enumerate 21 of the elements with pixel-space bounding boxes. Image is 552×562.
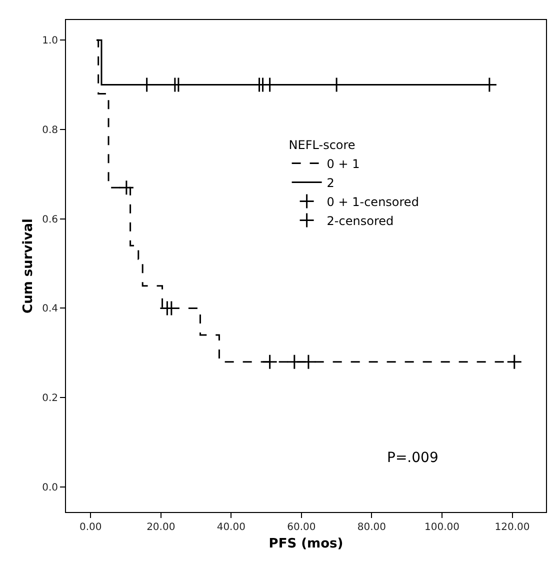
legend-label: 0 + 1 xyxy=(326,156,360,171)
y-tick-label: 0.4 xyxy=(42,304,58,315)
x-tick-label: 20.00 xyxy=(146,522,176,533)
y-axis-title: Cum survival xyxy=(21,218,36,314)
legend-label: 2 xyxy=(326,176,334,190)
x-tick-label: 100.00 xyxy=(424,522,460,533)
y-tick-label: 1.0 xyxy=(42,36,58,47)
y-tick-label: 0.6 xyxy=(42,214,58,226)
x-tick-label: 40.00 xyxy=(216,522,246,533)
legend-title: NEFL-score xyxy=(288,138,356,152)
x-tick-label: 0.00 xyxy=(79,522,102,533)
x-axis-title: PFS (mos) xyxy=(268,536,344,552)
x-tick-label: 120.00 xyxy=(494,522,530,533)
x-tick-label: 60.00 xyxy=(287,522,316,533)
annotation: P=.009 xyxy=(387,450,438,466)
y-tick-label: 0.0 xyxy=(42,482,58,494)
legend-label: 0 + 1-censored xyxy=(326,194,419,209)
y-tick-label: 0.8 xyxy=(42,124,58,136)
x-tick-label: 80.00 xyxy=(357,522,386,533)
legend-label: 2-censored xyxy=(326,214,394,228)
y-tick-label: 0.2 xyxy=(42,393,58,404)
